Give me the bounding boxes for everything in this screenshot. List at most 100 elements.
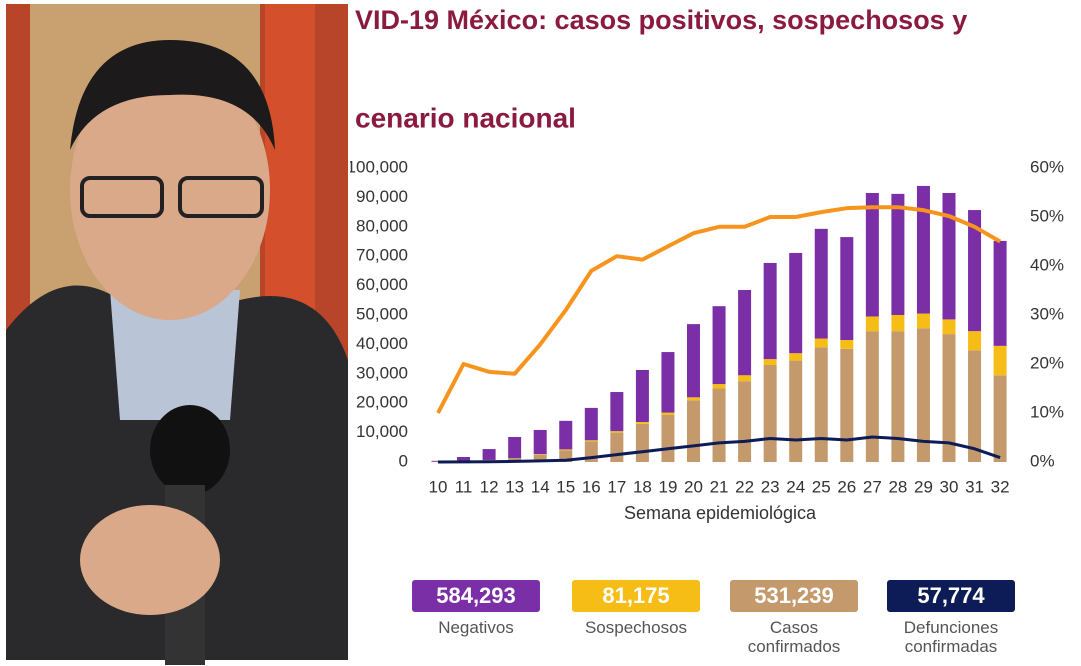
- x-tick-label: 11: [455, 477, 473, 496]
- bar: [712, 388, 726, 462]
- hand: [80, 505, 220, 615]
- chart-subtitle: cenario nacional: [355, 102, 576, 133]
- hair: [70, 40, 275, 150]
- x-tick-label: 27: [863, 477, 882, 496]
- bar: [993, 240, 1007, 346]
- bar: [865, 192, 879, 317]
- bar: [712, 306, 726, 385]
- y-tick-label: 20,000: [356, 393, 408, 412]
- bar: [865, 331, 879, 462]
- total-badge: 531,239: [730, 580, 858, 612]
- bar: [584, 407, 598, 441]
- total-label: Sospechosos: [584, 618, 688, 637]
- bar: [533, 454, 547, 462]
- bar: [814, 347, 828, 462]
- bar: [559, 450, 573, 462]
- bar: [814, 338, 828, 348]
- bar: [763, 364, 777, 462]
- y-tick-label: 50,000: [356, 304, 408, 323]
- bar: [763, 359, 777, 365]
- shirt: [110, 290, 240, 420]
- x-axis-label: Semana epidemiológica: [624, 503, 817, 523]
- bar: [789, 360, 803, 462]
- total-badge: 584,293: [412, 580, 540, 612]
- bar: [482, 449, 496, 460]
- video-frame: [0, 0, 350, 666]
- x-tick-label: 32: [991, 477, 1010, 496]
- bar: [584, 440, 598, 442]
- y-tick-label: 60,000: [356, 275, 408, 294]
- bar: [993, 375, 1007, 462]
- bar: [865, 316, 879, 332]
- y-tick-label: 10,000: [356, 422, 408, 441]
- chart: VID-19 México: casos positivos, sospecho…: [350, 5, 1064, 523]
- y-tick-label: 90,000: [356, 187, 408, 206]
- bar: [738, 375, 752, 382]
- chart-title: VID-19 México: casos positivos, sospecho…: [355, 5, 967, 35]
- y-tick-label: 70,000: [356, 246, 408, 265]
- x-tick-label: 16: [582, 477, 601, 496]
- bar: [635, 423, 649, 462]
- background-curtain: [265, 4, 315, 334]
- y2-tick-label: 60%: [1030, 157, 1064, 176]
- slide: VID-19 México: casos positivos, sospecho…: [350, 0, 1081, 666]
- total-badge: 81,175: [572, 580, 700, 612]
- total-label: Casos confirmados: [747, 618, 841, 656]
- y-tick-label: 30,000: [356, 363, 408, 382]
- bar: [968, 331, 982, 351]
- bar: [635, 369, 649, 423]
- bar: [840, 339, 854, 349]
- total-label: Defunciones confirmadas: [903, 618, 999, 656]
- bar: [661, 414, 675, 462]
- bar: [993, 345, 1007, 376]
- x-tick-label: 20: [684, 477, 703, 496]
- bar: [559, 420, 573, 450]
- bar: [687, 324, 700, 398]
- bar: [840, 237, 854, 340]
- x-tick-label: 24: [786, 477, 805, 496]
- bar: [610, 432, 624, 462]
- bar: [687, 397, 700, 401]
- x-tick-label: 29: [914, 477, 933, 496]
- y2-tick-label: 30%: [1030, 304, 1064, 323]
- y2-tick-label: 10%: [1030, 402, 1064, 421]
- x-tick-label: 31: [965, 477, 984, 496]
- face: [70, 60, 270, 320]
- y-tick-label: 100,000: [350, 157, 408, 176]
- x-tick-label: 18: [633, 477, 652, 496]
- x-tick-label: 14: [531, 477, 550, 496]
- bar: [916, 313, 930, 329]
- bar: [508, 437, 522, 459]
- y-tick-label: 0: [399, 451, 408, 470]
- bar: [916, 328, 930, 462]
- x-tick-label: 28: [888, 477, 907, 496]
- bar: [457, 457, 471, 461]
- x-tick-label: 17: [607, 477, 626, 496]
- glasses-left: [80, 176, 164, 218]
- y2-tick-label: 40%: [1030, 255, 1064, 274]
- y2-tick-label: 50%: [1030, 206, 1064, 225]
- bar: [610, 392, 624, 432]
- x-tick-label: 25: [812, 477, 831, 496]
- total-badge: 57,774: [887, 580, 1015, 612]
- x-tick-label: 22: [735, 477, 754, 496]
- x-tick-label: 10: [429, 477, 448, 496]
- bar: [968, 210, 982, 332]
- line: [436, 205, 1002, 414]
- x-tick-label: 21: [710, 477, 729, 496]
- bar: [763, 262, 777, 360]
- bar: [687, 400, 700, 462]
- bar: [661, 412, 675, 415]
- bar: [891, 315, 905, 332]
- x-tick-label: 19: [658, 477, 677, 496]
- bar: [610, 431, 624, 433]
- y-tick-label: 80,000: [356, 216, 408, 235]
- bar: [891, 331, 905, 462]
- glasses-right: [178, 176, 264, 218]
- bar: [661, 352, 675, 413]
- line: [437, 435, 1001, 464]
- bar: [916, 185, 930, 314]
- bar: [533, 429, 547, 455]
- bar: [968, 350, 982, 462]
